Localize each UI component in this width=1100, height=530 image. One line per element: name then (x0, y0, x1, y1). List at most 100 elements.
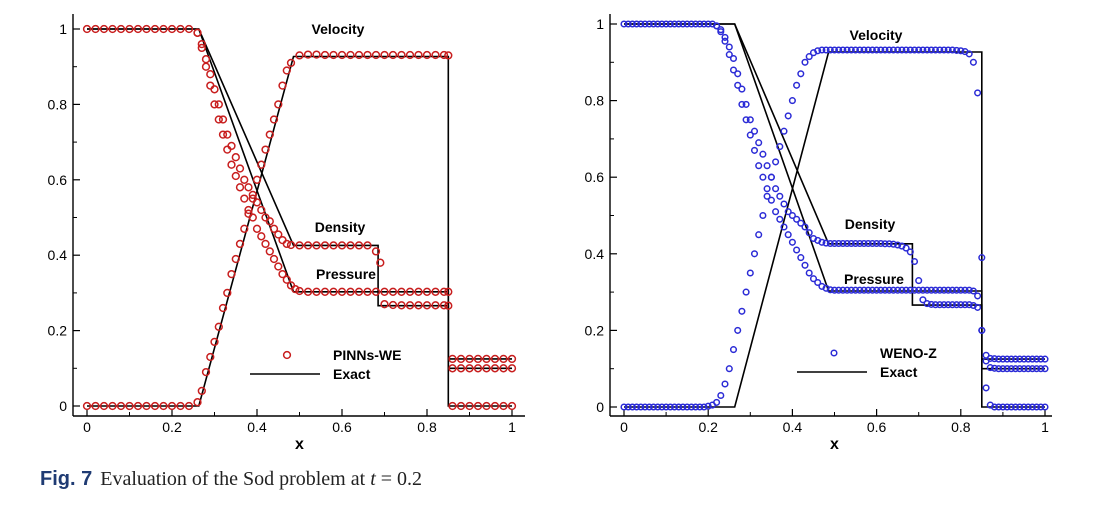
pressure-marker (444, 287, 453, 296)
velocity-marker (261, 145, 270, 154)
caption-variable: t (370, 468, 376, 490)
pressure-marker (282, 275, 291, 284)
pressure-marker (482, 364, 491, 373)
pressure-marker (805, 269, 813, 277)
density-marker (721, 33, 729, 41)
velocity-marker (679, 403, 687, 411)
density-marker (274, 230, 283, 239)
pressure-marker (742, 116, 750, 124)
density-marker (915, 277, 923, 285)
x-tick-label: 1 (1041, 419, 1049, 435)
velocity-marker (465, 401, 474, 411)
density-marker (776, 192, 784, 200)
density-marker (738, 85, 746, 93)
x-tick-label: 0.4 (783, 419, 803, 435)
pressure-marker (312, 287, 321, 296)
velocity-marker (295, 51, 304, 60)
density-marker (235, 164, 245, 173)
density-marker (303, 241, 313, 250)
density-marker (431, 301, 440, 310)
pressure-marker (240, 194, 249, 203)
pressure-marker (801, 261, 809, 269)
density-marker (645, 20, 653, 28)
pressure-marker (223, 145, 232, 154)
pressure-marker (898, 286, 906, 294)
density-marker (822, 239, 830, 247)
density-marker (649, 20, 658, 28)
pressure-marker (877, 286, 885, 294)
velocity-marker (439, 50, 449, 60)
pressure-marker (261, 239, 270, 249)
velocity-marker (889, 46, 897, 54)
velocity-marker (193, 398, 202, 407)
pressure-marker (788, 238, 796, 246)
annotation-pressure: Pressure (844, 271, 904, 287)
pressure-marker (931, 286, 940, 294)
velocity-marker (713, 398, 721, 406)
density-marker (974, 303, 982, 311)
velocity-marker (1041, 403, 1049, 411)
pressure-marker (953, 286, 961, 294)
density-marker (885, 240, 893, 248)
density-marker (637, 20, 645, 28)
pressure-marker (910, 286, 919, 294)
legend-marker (282, 350, 292, 360)
density-marker (133, 24, 143, 34)
pressure-marker (986, 364, 994, 372)
density-marker (889, 240, 897, 248)
pressure-marker (363, 287, 372, 296)
pressure-marker (982, 357, 990, 365)
density-marker (465, 354, 474, 364)
density-marker (772, 185, 780, 193)
density-marker (346, 241, 355, 250)
velocity-marker (422, 50, 432, 60)
velocity-marker (931, 46, 940, 54)
density-marker (1011, 355, 1020, 363)
velocity-marker (982, 384, 990, 392)
velocity-marker (881, 46, 889, 54)
velocity-marker (734, 326, 742, 334)
pressure-marker (729, 66, 738, 74)
velocity-marker (197, 386, 206, 396)
pressure-marker (248, 213, 257, 222)
density-marker (957, 301, 965, 309)
pressure-marker (490, 364, 500, 373)
pressure-marker (889, 286, 897, 294)
pressure-marker (906, 286, 914, 294)
pressure-marker (1007, 365, 1015, 373)
pressure-marker (448, 364, 457, 373)
pressure-marker (797, 254, 805, 262)
density-marker (670, 20, 679, 28)
density-marker (843, 239, 851, 248)
y-tick-label: 0.6 (48, 172, 68, 188)
velocity-marker (1028, 403, 1036, 411)
velocity-marker (784, 112, 792, 120)
velocity-marker (978, 254, 986, 262)
velocity-marker (910, 46, 919, 54)
velocity-marker (240, 224, 249, 233)
velocity-marker (797, 70, 805, 78)
density-marker (295, 241, 304, 250)
density-marker (784, 208, 792, 216)
pressure-marker (780, 223, 788, 231)
velocity-marker (742, 288, 750, 296)
y-tick-label: 0.6 (585, 169, 605, 185)
density-marker (847, 239, 855, 248)
density-marker (953, 301, 961, 309)
density-marker (881, 240, 889, 248)
density-marker (116, 24, 126, 34)
density-marker (184, 24, 194, 34)
pressure-marker (902, 286, 910, 294)
velocity-marker (788, 97, 796, 105)
density-marker (780, 200, 788, 208)
density-marker (448, 354, 457, 364)
pressure-marker (1011, 365, 1020, 373)
velocity-marker (658, 403, 666, 411)
velocity-marker (159, 401, 168, 411)
pressure-marker (269, 254, 279, 264)
pressure-marker (843, 286, 851, 294)
pressure-marker (422, 287, 432, 296)
pressure-marker (746, 131, 754, 139)
pressure-marker (193, 28, 202, 37)
